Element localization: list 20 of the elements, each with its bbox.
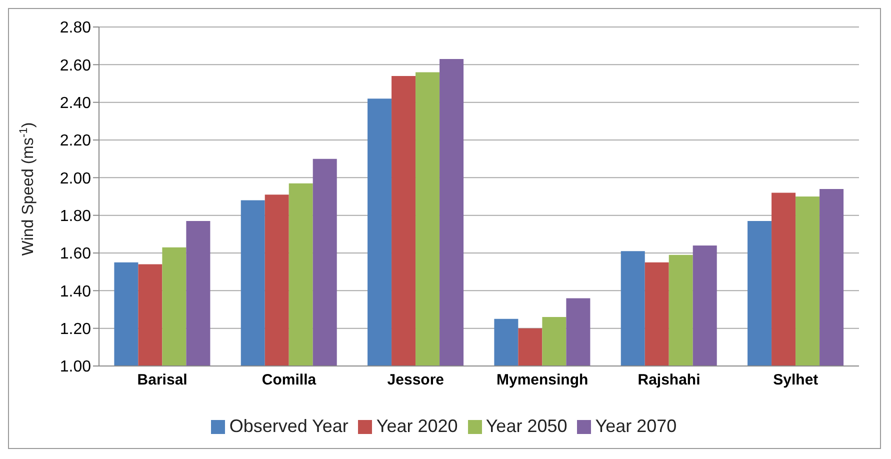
x-tick-label: Barisal (137, 372, 188, 389)
x-tick-label: Mymensingh (496, 372, 588, 389)
y-tick-label: 2.00 (60, 170, 92, 188)
legend-label: Observed Year (229, 416, 348, 436)
x-tick-label: Rajshahi (638, 372, 700, 389)
x-tick-label: Jessore (387, 372, 444, 389)
x-tick-label: Comilla (262, 372, 317, 389)
y-tick-label: 2.20 (60, 132, 92, 150)
y-tick-label: 1.20 (60, 321, 92, 338)
y-tick-label: 1.60 (60, 246, 92, 263)
y-tick-label: 1.80 (60, 208, 92, 226)
y-tick-label: 1.00 (60, 358, 92, 376)
legend-label: Year 2050 (486, 416, 568, 436)
y-tick-label: 2.40 (60, 95, 92, 112)
legend-label: Year 2070 (595, 416, 677, 436)
y-tick-label: 1.40 (60, 283, 92, 300)
y-tick-label: 2.60 (60, 57, 92, 74)
legend-label: Year 2020 (376, 416, 458, 436)
x-tick-label: Sylhet (773, 372, 818, 389)
y-tick-label: 2.80 (60, 20, 92, 37)
